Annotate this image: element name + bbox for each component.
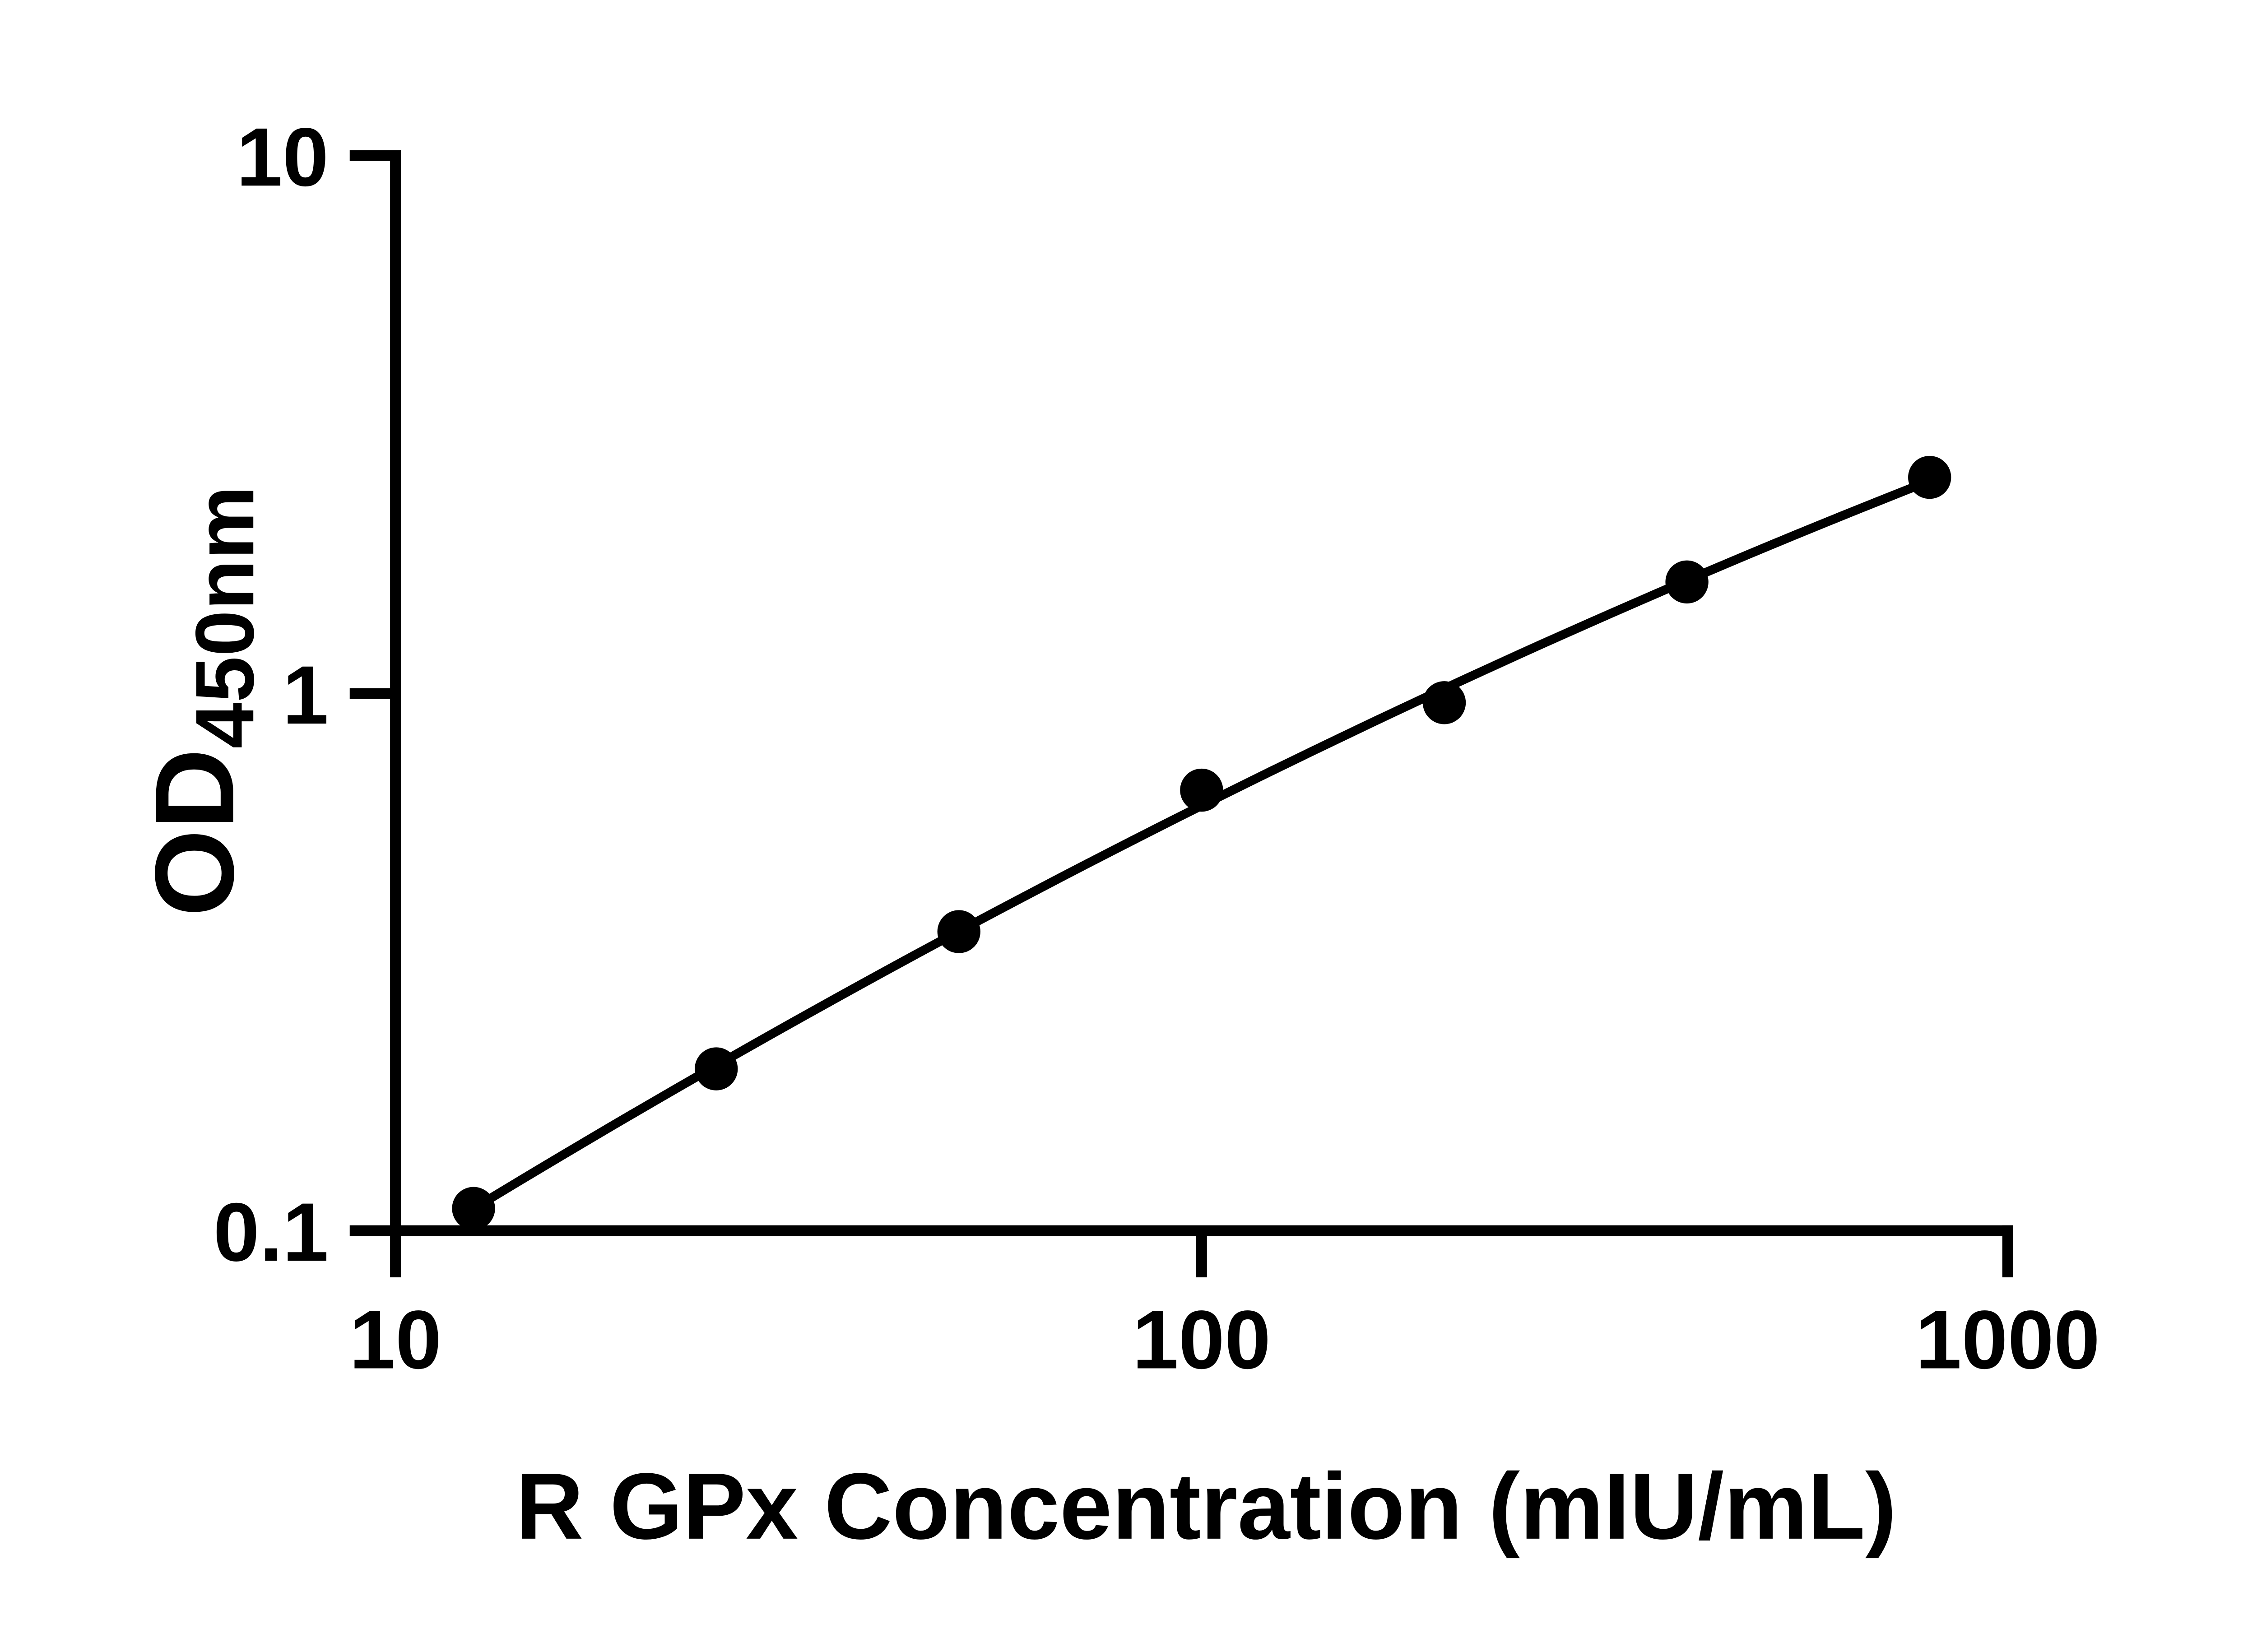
y-axis-title-subscript: 450nm [178, 486, 271, 749]
tick-labels: 10 1 0.1 10 100 1000 [214, 111, 2100, 1386]
x-tick-label-10: 10 [349, 1294, 441, 1386]
chart-canvas: 10 1 0.1 10 100 1000 R GPx Concentration… [131, 111, 2100, 1559]
y-axis-title-main: OD [131, 749, 257, 917]
data-point [452, 1187, 495, 1230]
fit-line [469, 476, 1934, 1213]
figure-container: 10 1 0.1 10 100 1000 R GPx Concentration… [0, 5, 2257, 1647]
data-point [1908, 456, 1951, 499]
data-series [452, 456, 1951, 1230]
data-point [1180, 769, 1223, 812]
y-tick-label-10: 10 [237, 111, 329, 204]
data-point [1422, 681, 1466, 724]
y-axis-title: OD450nm [131, 486, 271, 917]
x-tick-label-100: 100 [1133, 1294, 1271, 1386]
x-tick-label-1000: 1000 [1915, 1294, 2100, 1386]
y-tick-label-1: 1 [283, 649, 329, 742]
data-point [1665, 560, 1709, 604]
y-tick-label-0-1: 0.1 [214, 1186, 329, 1278]
x-axis-title: R GPx Concentration (mIU/mL) [515, 1454, 1896, 1559]
data-point [695, 1047, 738, 1091]
axes [349, 150, 2013, 1278]
data-point [937, 910, 980, 954]
